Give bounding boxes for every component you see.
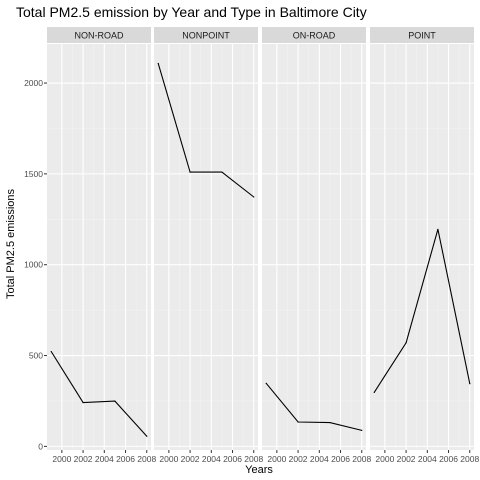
x-tick-label: 2008 — [137, 454, 156, 464]
x-tick-label: 2000 — [52, 454, 71, 464]
panel-background — [47, 44, 151, 450]
x-tick-label: 2006 — [116, 454, 135, 464]
panel-background — [370, 44, 474, 450]
x-tick-label: 2000 — [375, 454, 394, 464]
x-tick-label: 2004 — [202, 454, 221, 464]
data-point — [329, 422, 330, 423]
facet-strip-label: POINT — [408, 31, 436, 41]
data-point — [221, 171, 222, 172]
x-axis-title: Years — [245, 464, 273, 476]
data-point — [266, 383, 267, 384]
facet-strip-label: ON-ROAD — [293, 31, 336, 41]
x-tick-label: 2004 — [310, 454, 329, 464]
y-axis-title: Total PM2.5 emissions — [5, 188, 17, 299]
x-tick-label: 2002 — [289, 454, 308, 464]
data-point — [253, 196, 254, 197]
x-tick-label: 2004 — [418, 454, 437, 464]
x-tick-label: 2006 — [223, 454, 242, 464]
x-tick-label: 2008 — [352, 454, 371, 464]
x-tick-label: 2008 — [460, 454, 479, 464]
data-point — [405, 342, 406, 343]
x-tick-label: 2000 — [267, 454, 286, 464]
y-tick-label: 1500 — [24, 169, 43, 179]
facet-strip-label: NON-ROAD — [75, 31, 124, 41]
chart-title: Total PM2.5 emission by Year and Type in… — [16, 4, 367, 20]
panel-background — [262, 44, 366, 450]
data-point — [82, 402, 83, 403]
data-point — [158, 63, 159, 64]
x-tick-label: 2006 — [439, 454, 458, 464]
x-tick-label: 2006 — [331, 454, 350, 464]
data-point — [51, 351, 52, 352]
x-tick-label: 2002 — [181, 454, 200, 464]
data-point — [114, 401, 115, 402]
x-tick-label: 2002 — [74, 454, 93, 464]
panel-background — [154, 44, 258, 450]
x-tick-label: 2002 — [397, 454, 416, 464]
data-point — [374, 392, 375, 393]
facet-strip-label: NONPOINT — [182, 31, 230, 41]
y-tick-label: 2000 — [24, 78, 43, 88]
data-point — [469, 383, 470, 384]
y-tick-label: 500 — [29, 351, 43, 361]
x-tick-label: 2008 — [244, 454, 263, 464]
x-tick-label: 2004 — [95, 454, 114, 464]
y-tick-label: 1000 — [24, 260, 43, 270]
data-point — [189, 171, 190, 172]
x-tick-label: 2000 — [159, 454, 178, 464]
data-point — [297, 421, 298, 422]
data-point — [437, 229, 438, 230]
data-point — [361, 430, 362, 431]
data-point — [146, 436, 147, 437]
y-tick-label: 0 — [38, 441, 43, 451]
